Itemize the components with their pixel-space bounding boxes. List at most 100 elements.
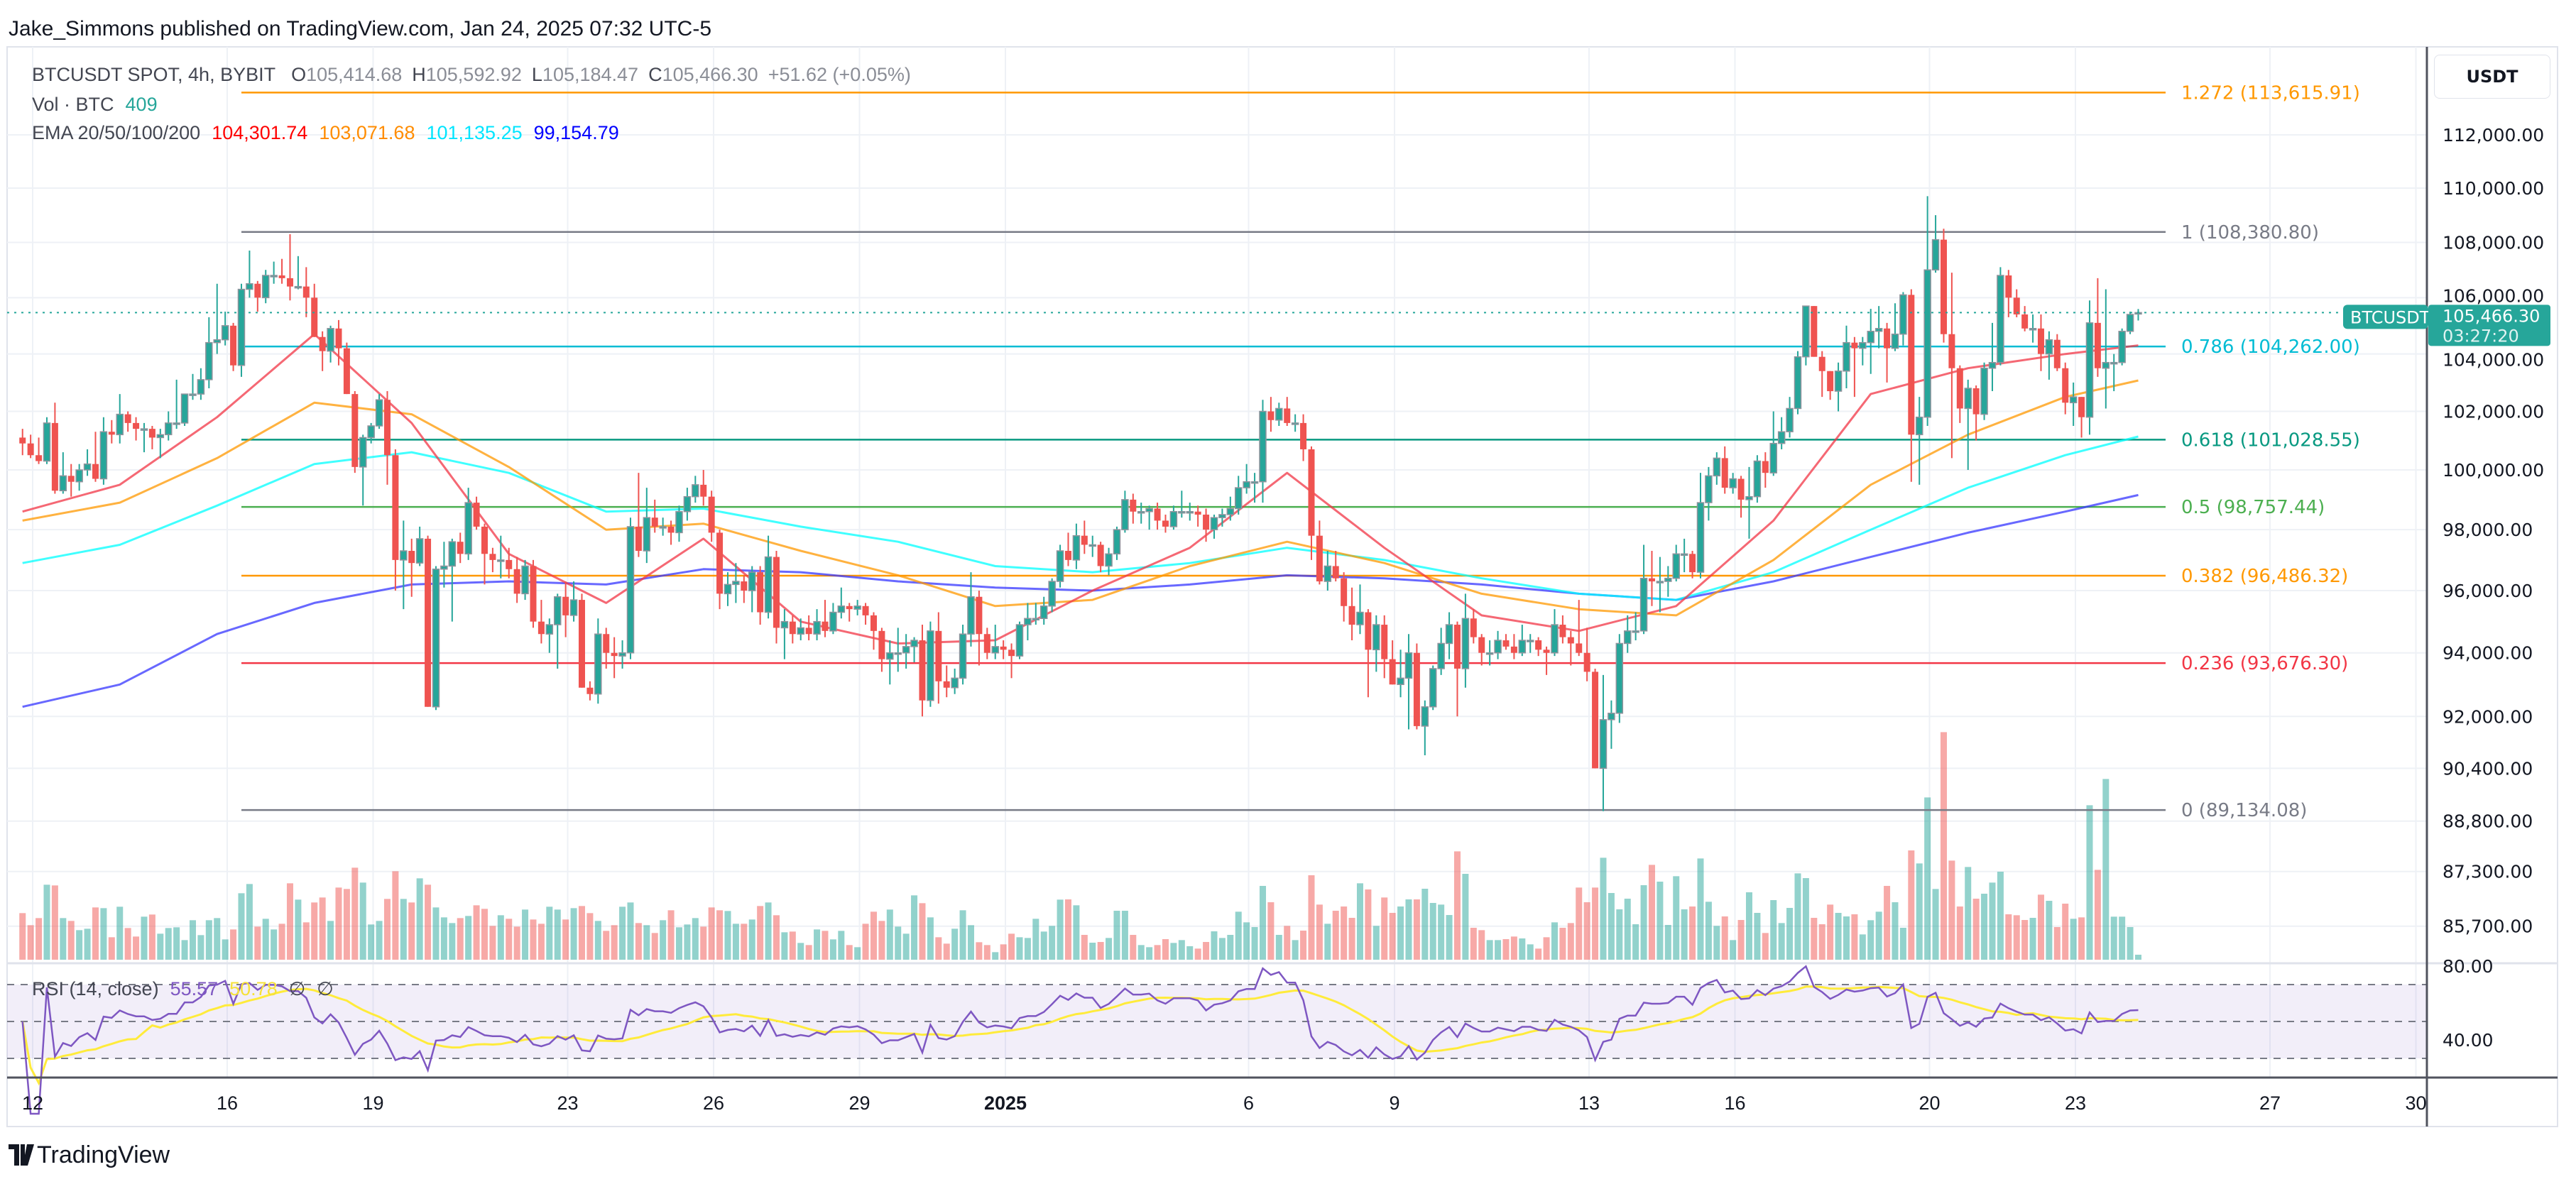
volume-bar — [1097, 942, 1104, 960]
candle — [927, 621, 934, 707]
price-tick-label: 108,000.00 — [2443, 232, 2544, 253]
candle — [2005, 270, 2012, 317]
candle-body — [1980, 367, 1988, 415]
volume-bar — [84, 928, 91, 960]
time-tick-label: 20 — [1919, 1092, 1940, 1114]
candle-body — [1753, 460, 1762, 498]
currency-button[interactable]: USDT — [2434, 55, 2550, 99]
candle-body — [1389, 659, 1396, 685]
candle — [2029, 314, 2037, 343]
volume-label[interactable]: Vol · BTC — [32, 94, 114, 115]
candle — [1729, 473, 1737, 494]
candle-body — [1064, 551, 1071, 560]
candle — [862, 603, 869, 625]
volume-bar — [1024, 938, 1031, 960]
volume-bar — [708, 907, 715, 960]
candle-body — [862, 606, 869, 615]
candle-body — [75, 469, 83, 483]
ema-lines — [22, 333, 2139, 708]
volume-bar — [1121, 911, 1128, 960]
candle — [1623, 615, 1632, 653]
candle-body — [27, 443, 34, 456]
candle — [1615, 634, 1624, 723]
candle-body — [692, 484, 699, 498]
ema-label[interactable]: EMA 20/50/100/200 — [32, 122, 201, 143]
candle — [1300, 414, 1307, 461]
candle — [919, 625, 926, 717]
candle — [692, 476, 699, 503]
volume-bar — [1932, 889, 1939, 960]
candle — [213, 283, 221, 354]
candle — [586, 681, 594, 701]
time-tick-label: 2025 — [984, 1092, 1027, 1114]
candle — [425, 535, 432, 707]
candle-body — [1356, 611, 1364, 625]
volume-bar — [408, 902, 415, 960]
candle-body — [1988, 361, 1997, 369]
candle — [1478, 634, 1485, 666]
volume-bar — [2070, 919, 2077, 960]
candle-body — [530, 566, 537, 622]
candle — [1680, 538, 1688, 573]
current-price-tag[interactable] — [2428, 305, 2550, 346]
volume-bar — [675, 927, 682, 960]
candle — [1154, 503, 1161, 530]
fib-retracement: 1.272 (113,615.91) 1 (108,380.80) 0.786 (1… — [241, 82, 2360, 821]
symbol-title[interactable]: BTCUSDT SPOT, 4h, BYBIT — [32, 64, 276, 85]
volume-bar — [1397, 906, 1404, 960]
candle-body — [2053, 339, 2061, 368]
candle-body — [1526, 640, 1534, 642]
rsi-pane — [7, 965, 2427, 1115]
volume-bar — [368, 924, 375, 960]
tradingview-logo-icon[interactable] — [9, 1144, 34, 1169]
volume-bar — [383, 899, 391, 960]
candle — [1802, 305, 1810, 366]
volume-bar — [967, 925, 974, 960]
candle — [741, 575, 748, 603]
volume-bar — [700, 926, 707, 960]
volume-bar — [67, 921, 75, 960]
candle — [1356, 584, 1364, 635]
volume-bar — [1275, 935, 1282, 960]
volume-bar — [1049, 926, 1056, 960]
candle — [651, 499, 658, 533]
volume-bar — [797, 943, 804, 960]
candle — [1130, 493, 1137, 524]
candle — [2037, 314, 2044, 371]
symbol-tag-label: BTCUSDT — [2350, 307, 2430, 327]
candle-body — [67, 476, 75, 482]
candle-body — [164, 422, 173, 436]
volume-bar — [765, 902, 772, 960]
candle-body — [327, 328, 334, 352]
candle — [2102, 289, 2110, 409]
candle-body — [140, 428, 148, 431]
ema100-line — [22, 435, 2139, 601]
candle-body — [1502, 640, 1510, 647]
candle-body — [246, 283, 253, 290]
volume-bar — [1251, 927, 1258, 960]
candle-body — [464, 502, 472, 555]
candle-body — [569, 599, 578, 616]
candle — [667, 520, 675, 545]
candle — [951, 668, 959, 694]
volume-bar — [238, 893, 245, 960]
candle-body — [1291, 422, 1299, 425]
candle-body — [415, 538, 424, 564]
candle-body — [1275, 407, 1283, 421]
candle — [59, 452, 67, 494]
candle-body — [1859, 341, 1867, 349]
volume-bar — [335, 887, 342, 960]
volume-bar — [660, 920, 667, 960]
candle-countdown-label: 03:27:20 — [2443, 326, 2519, 346]
candle-body — [1891, 333, 1899, 349]
rsi-label[interactable]: RSI (14, close) — [32, 978, 159, 999]
candle-body — [959, 633, 967, 679]
candle-body — [562, 596, 569, 615]
volume-bar — [1851, 914, 1858, 960]
candle — [180, 393, 189, 427]
volume-bar — [1770, 900, 1777, 960]
candle — [553, 593, 562, 669]
volume-bar — [376, 921, 383, 960]
candle-body — [2037, 328, 2044, 354]
